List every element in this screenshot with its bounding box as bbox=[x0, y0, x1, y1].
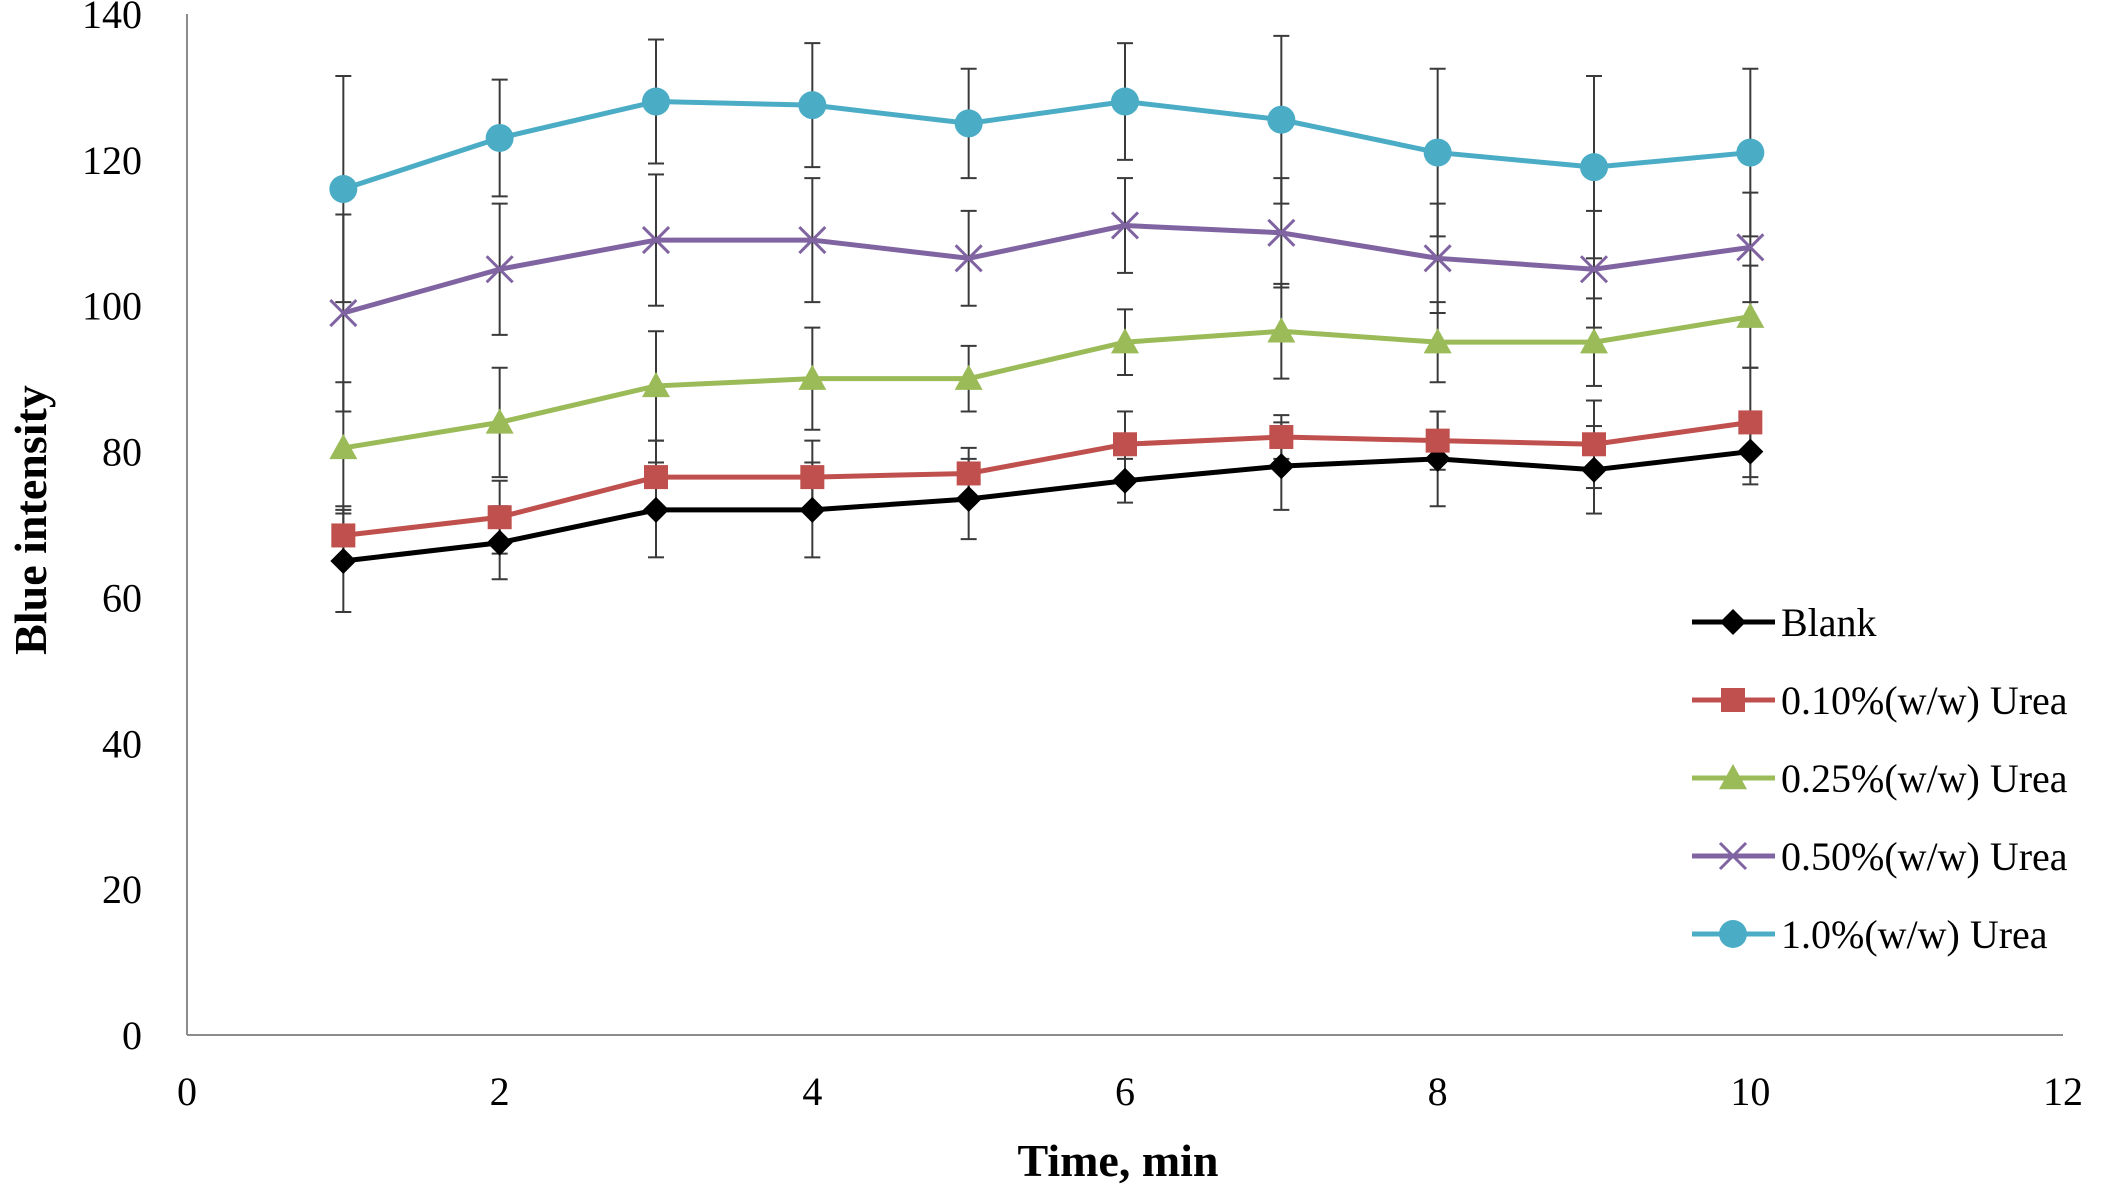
data-point bbox=[1267, 218, 1296, 247]
data-point bbox=[1112, 467, 1138, 494]
legend-entry: 1.0%(w/w) Urea bbox=[1692, 912, 2048, 957]
data-point bbox=[1425, 428, 1450, 453]
x-tick-label: 10 bbox=[1730, 1069, 1770, 1114]
legend-marker bbox=[1719, 764, 1747, 790]
data-point bbox=[487, 505, 512, 530]
data-point bbox=[798, 226, 827, 255]
plot-area bbox=[186, 14, 2063, 1036]
series-markers bbox=[329, 87, 1765, 574]
legend-entry: 0.10%(w/w) Urea bbox=[1692, 678, 2068, 723]
y-axis-title: Blue intensity bbox=[5, 385, 56, 655]
data-point bbox=[1736, 302, 1765, 328]
y-tick-label: 60 bbox=[102, 575, 142, 620]
data-point bbox=[800, 465, 825, 490]
data-point bbox=[642, 371, 670, 398]
data-point bbox=[329, 175, 358, 204]
data-point bbox=[644, 465, 668, 490]
data-point bbox=[485, 123, 514, 152]
data-point bbox=[330, 547, 357, 574]
data-point bbox=[485, 408, 514, 434]
data-point bbox=[643, 496, 669, 523]
series-lines bbox=[342, 99, 1751, 564]
y-tick-label: 80 bbox=[102, 430, 142, 475]
data-point bbox=[1736, 233, 1765, 262]
data-point bbox=[1579, 255, 1609, 284]
legend-marker bbox=[1719, 920, 1747, 948]
x-tick-label: 8 bbox=[1428, 1069, 1448, 1114]
legend-marker bbox=[1718, 841, 1748, 871]
legend-label: Blank bbox=[1781, 600, 1877, 645]
data-point bbox=[798, 91, 827, 120]
data-point bbox=[1423, 328, 1452, 354]
legend-label: 0.25%(w/w) Urea bbox=[1781, 756, 2068, 801]
series-line bbox=[343, 449, 1751, 564]
data-point bbox=[1267, 317, 1296, 343]
legend-marker bbox=[1721, 688, 1745, 712]
legend: Blank 0.10%(w/w) Urea 0.25%(w/w) Urea 0.50%… bbox=[1692, 600, 2068, 957]
data-point bbox=[1113, 432, 1137, 457]
data-point bbox=[642, 87, 670, 116]
legend-entry: Blank bbox=[1692, 600, 1877, 645]
data-point bbox=[954, 364, 983, 390]
data-point bbox=[1580, 153, 1608, 182]
data-point bbox=[1738, 410, 1763, 435]
data-point bbox=[954, 244, 983, 273]
data-point bbox=[1268, 453, 1295, 480]
data-point bbox=[1737, 438, 1764, 465]
y-tick-label: 100 bbox=[82, 284, 142, 329]
data-point bbox=[1581, 456, 1607, 483]
x-axis-title: Time, min bbox=[1017, 1135, 1218, 1186]
x-tick-label: 12 bbox=[2043, 1069, 2083, 1114]
data-point bbox=[329, 433, 358, 460]
legend-marker bbox=[1720, 609, 1746, 635]
y-tick-label: 0 bbox=[122, 1013, 142, 1058]
data-point bbox=[485, 255, 514, 284]
y-tick-label: 120 bbox=[82, 138, 142, 183]
legend-entry: 0.50%(w/w) Urea bbox=[1692, 834, 2068, 879]
data-point bbox=[1111, 87, 1139, 116]
legend-label: 1.0%(w/w) Urea bbox=[1781, 912, 2048, 957]
tick-labels: 0 20 40 60 80 100 120 140 0 2 4 6 8 10 12 bbox=[82, 0, 2083, 1114]
data-point bbox=[1423, 244, 1452, 273]
data-point bbox=[641, 226, 671, 255]
x-tick-label: 6 bbox=[1115, 1069, 1135, 1114]
series-line bbox=[343, 419, 1751, 538]
data-point bbox=[956, 461, 981, 486]
error-bars bbox=[335, 34, 1759, 614]
x-tick-label: 0 bbox=[177, 1069, 197, 1114]
x-tick-label: 2 bbox=[490, 1069, 510, 1114]
y-tick-label: 20 bbox=[102, 867, 142, 912]
legend-entry: 0.25%(w/w) Urea bbox=[1692, 756, 2068, 801]
y-tick-label: 40 bbox=[102, 721, 142, 766]
data-point bbox=[331, 523, 356, 548]
series-line bbox=[342, 314, 1751, 451]
data-point bbox=[954, 109, 983, 138]
data-point bbox=[955, 485, 982, 512]
data-point bbox=[1269, 424, 1294, 449]
data-point bbox=[1736, 138, 1765, 167]
data-point bbox=[1267, 105, 1296, 134]
x-tick-label: 4 bbox=[802, 1069, 822, 1114]
data-point bbox=[329, 298, 358, 328]
data-point bbox=[1580, 328, 1608, 354]
data-point bbox=[486, 529, 513, 556]
data-point bbox=[1110, 211, 1140, 240]
data-point bbox=[798, 364, 827, 390]
series-line bbox=[342, 222, 1751, 316]
data-point bbox=[1111, 328, 1139, 354]
data-point bbox=[799, 496, 826, 523]
data-point bbox=[1423, 138, 1452, 167]
legend-label: 0.10%(w/w) Urea bbox=[1781, 678, 2068, 723]
legend-label: 0.50%(w/w) Urea bbox=[1781, 834, 2068, 879]
y-tick-label: 140 bbox=[82, 0, 142, 37]
data-point bbox=[1582, 432, 1606, 457]
series-line bbox=[342, 99, 1751, 192]
